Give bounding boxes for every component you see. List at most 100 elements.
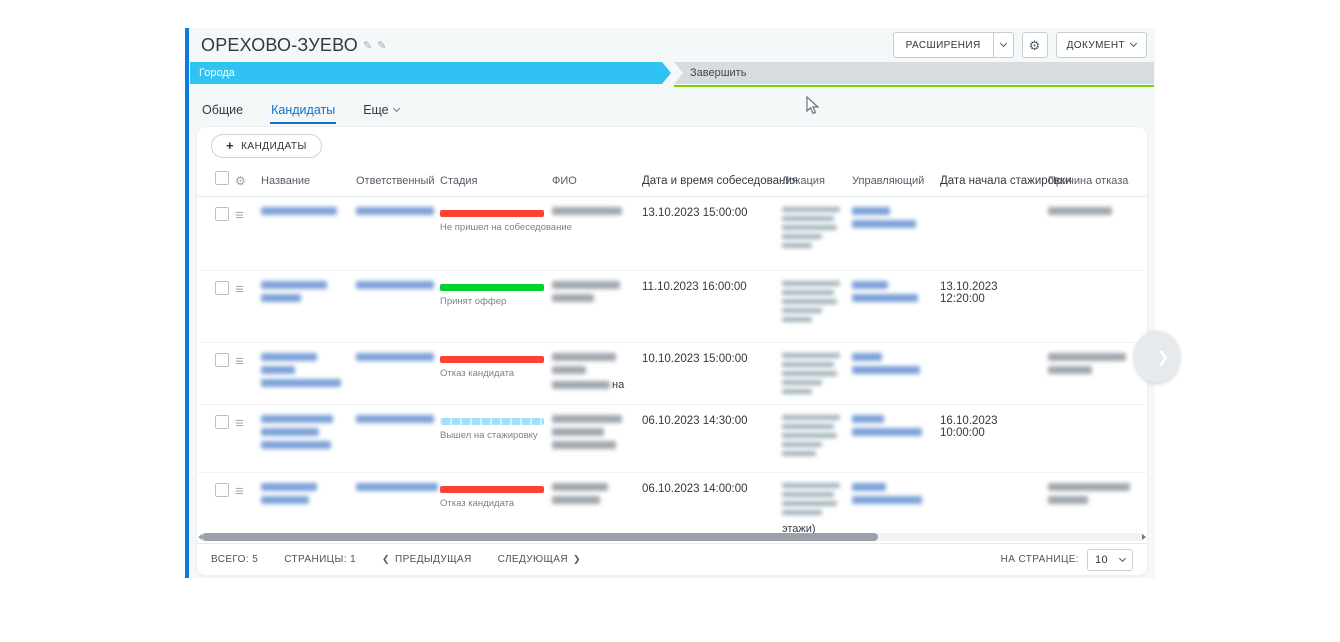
- top-actions: РАСШИРЕНИЯ ⚙ ДОКУМЕНТ: [892, 32, 1147, 58]
- redacted-text: [552, 281, 620, 289]
- column-header-location[interactable]: Локация: [782, 174, 825, 187]
- redacted-text: [782, 371, 837, 376]
- redacted-text: [782, 243, 812, 248]
- redacted-text: [356, 207, 434, 215]
- settings-button[interactable]: ⚙: [1021, 32, 1048, 58]
- row-checkbox[interactable]: [215, 207, 229, 221]
- redacted-text: [782, 299, 837, 304]
- interview-datetime-cell: 11.10.2023 16:00:00: [642, 281, 747, 293]
- stage-label: Отказ кандидата: [440, 498, 515, 509]
- redacted-text: [552, 483, 608, 491]
- responsible-link[interactable]: [356, 281, 440, 294]
- manager-link[interactable]: [852, 483, 940, 509]
- manager-link[interactable]: [852, 281, 940, 307]
- internship-start-cell: 13.10.2023 12:20:00: [940, 281, 998, 305]
- column-header-interview-datetime[interactable]: Дата и время собеседования: [642, 174, 799, 187]
- extensions-button[interactable]: РАСШИРЕНИЯ: [892, 32, 994, 58]
- responsible-link[interactable]: [356, 207, 440, 220]
- column-header-refusal-reason[interactable]: Причина отказа: [1048, 174, 1129, 187]
- stage-label: Отказ кандидата: [440, 368, 515, 379]
- row-checkbox[interactable]: [215, 353, 229, 367]
- stage-bar: [440, 356, 544, 363]
- redacted-text: [1048, 483, 1130, 491]
- row-menu-icon[interactable]: ≡: [235, 353, 244, 370]
- redacted-text: [356, 415, 434, 423]
- extensions-split-button: РАСШИРЕНИЯ: [892, 32, 1014, 58]
- redacted-text: [782, 492, 834, 497]
- manager-link[interactable]: [852, 415, 940, 441]
- redacted-text: [782, 380, 822, 385]
- redacted-text: [261, 441, 331, 449]
- row-checkbox[interactable]: [215, 415, 229, 429]
- stage-cell: Отказ кандидата: [440, 483, 552, 509]
- row-checkbox[interactable]: [215, 483, 229, 497]
- candidates-panel: + КАНДИДАТЫ ⚙ Название Ответственный Стад…: [196, 126, 1148, 576]
- manager-link[interactable]: [852, 207, 940, 233]
- prev-page-button[interactable]: ❮ ПРЕДЫДУЩАЯ: [382, 554, 472, 565]
- horizontal-scrollbar[interactable]: [198, 533, 1146, 541]
- column-header-name[interactable]: Название: [261, 174, 311, 187]
- redacted-text: [782, 501, 837, 506]
- redacted-text: [782, 510, 822, 515]
- column-header-manager[interactable]: Управляющий: [852, 174, 925, 187]
- column-header-fio[interactable]: ФИО: [552, 174, 577, 187]
- interview-datetime-cell: 06.10.2023 14:00:00: [642, 483, 748, 495]
- responsible-link[interactable]: [356, 353, 440, 366]
- redacted-text: [852, 207, 890, 215]
- pipeline-stage-final[interactable]: Завершить: [674, 62, 1154, 87]
- row-menu-icon[interactable]: ≡: [235, 207, 244, 224]
- select-all-checkbox[interactable]: [215, 171, 229, 185]
- redacted-text: [1048, 496, 1088, 504]
- row-menu-icon[interactable]: ≡: [235, 483, 244, 500]
- refusal-reason-cell: [1048, 483, 1147, 509]
- candidate-name-link[interactable]: [261, 281, 356, 307]
- edit-pipeline-icon[interactable]: ✎: [377, 39, 387, 52]
- location-cell: [782, 281, 852, 326]
- responsible-link[interactable]: [356, 483, 440, 496]
- redacted-text: [261, 207, 337, 215]
- row-menu-icon[interactable]: ≡: [235, 415, 244, 432]
- add-candidates-button[interactable]: + КАНДИДАТЫ: [211, 134, 322, 158]
- document-button[interactable]: ДОКУМЕНТ: [1055, 32, 1147, 58]
- candidate-name-link[interactable]: [261, 415, 356, 454]
- tab-more-label: Еще: [363, 103, 389, 117]
- pipeline-stage-current[interactable]: Города: [190, 62, 671, 84]
- redacted-text: [261, 483, 317, 491]
- tab-more[interactable]: Еще: [362, 97, 400, 124]
- stage-label: Вышел на стажировку: [440, 430, 538, 441]
- tab-general[interactable]: Общие: [202, 103, 244, 117]
- column-header-responsible[interactable]: Ответственный: [356, 174, 435, 187]
- edit-title-icon[interactable]: ✎: [362, 39, 373, 52]
- refusal-reason-cell: [1048, 207, 1147, 220]
- stage-label: Не пришел на собеседование: [440, 222, 572, 233]
- slide-panel-handle[interactable]: ❯: [1134, 331, 1180, 383]
- table-header: ⚙ Название Ответственный Стадия ФИО Дата…: [197, 165, 1147, 197]
- row-checkbox[interactable]: [215, 281, 229, 295]
- redacted-text: [782, 234, 822, 239]
- manager-link[interactable]: [852, 353, 940, 379]
- redacted-text: [782, 433, 837, 438]
- next-page-button[interactable]: СЛЕДУЮЩАЯ ❯: [497, 554, 581, 565]
- extensions-dropdown-button[interactable]: [993, 32, 1014, 58]
- per-page-select[interactable]: 10: [1087, 548, 1133, 571]
- plus-icon: +: [226, 138, 235, 153]
- column-settings-icon[interactable]: ⚙: [235, 173, 246, 188]
- candidate-name-link[interactable]: [261, 353, 356, 392]
- stage-cell: Принят оффер: [440, 281, 552, 307]
- redacted-text: [782, 424, 834, 429]
- redacted-text: [552, 496, 600, 504]
- stage-label: Принят оффер: [440, 296, 507, 307]
- column-header-stage[interactable]: Стадия: [440, 174, 478, 187]
- scrollbar-thumb[interactable]: [202, 533, 878, 541]
- responsible-link[interactable]: [356, 415, 440, 428]
- row-menu-icon[interactable]: ≡: [235, 281, 244, 298]
- scroll-left-icon[interactable]: [198, 534, 202, 540]
- candidate-name-link[interactable]: [261, 207, 356, 220]
- tab-candidates[interactable]: Кандидаты: [270, 97, 337, 124]
- redacted-text: [552, 353, 616, 361]
- candidate-name-link[interactable]: [261, 483, 356, 509]
- scroll-right-icon[interactable]: [1142, 534, 1146, 540]
- column-header-internship-start[interactable]: Дата начала стажировки: [940, 174, 1072, 187]
- fio-visible-text: на: [612, 379, 625, 391]
- redacted-text: [356, 483, 438, 491]
